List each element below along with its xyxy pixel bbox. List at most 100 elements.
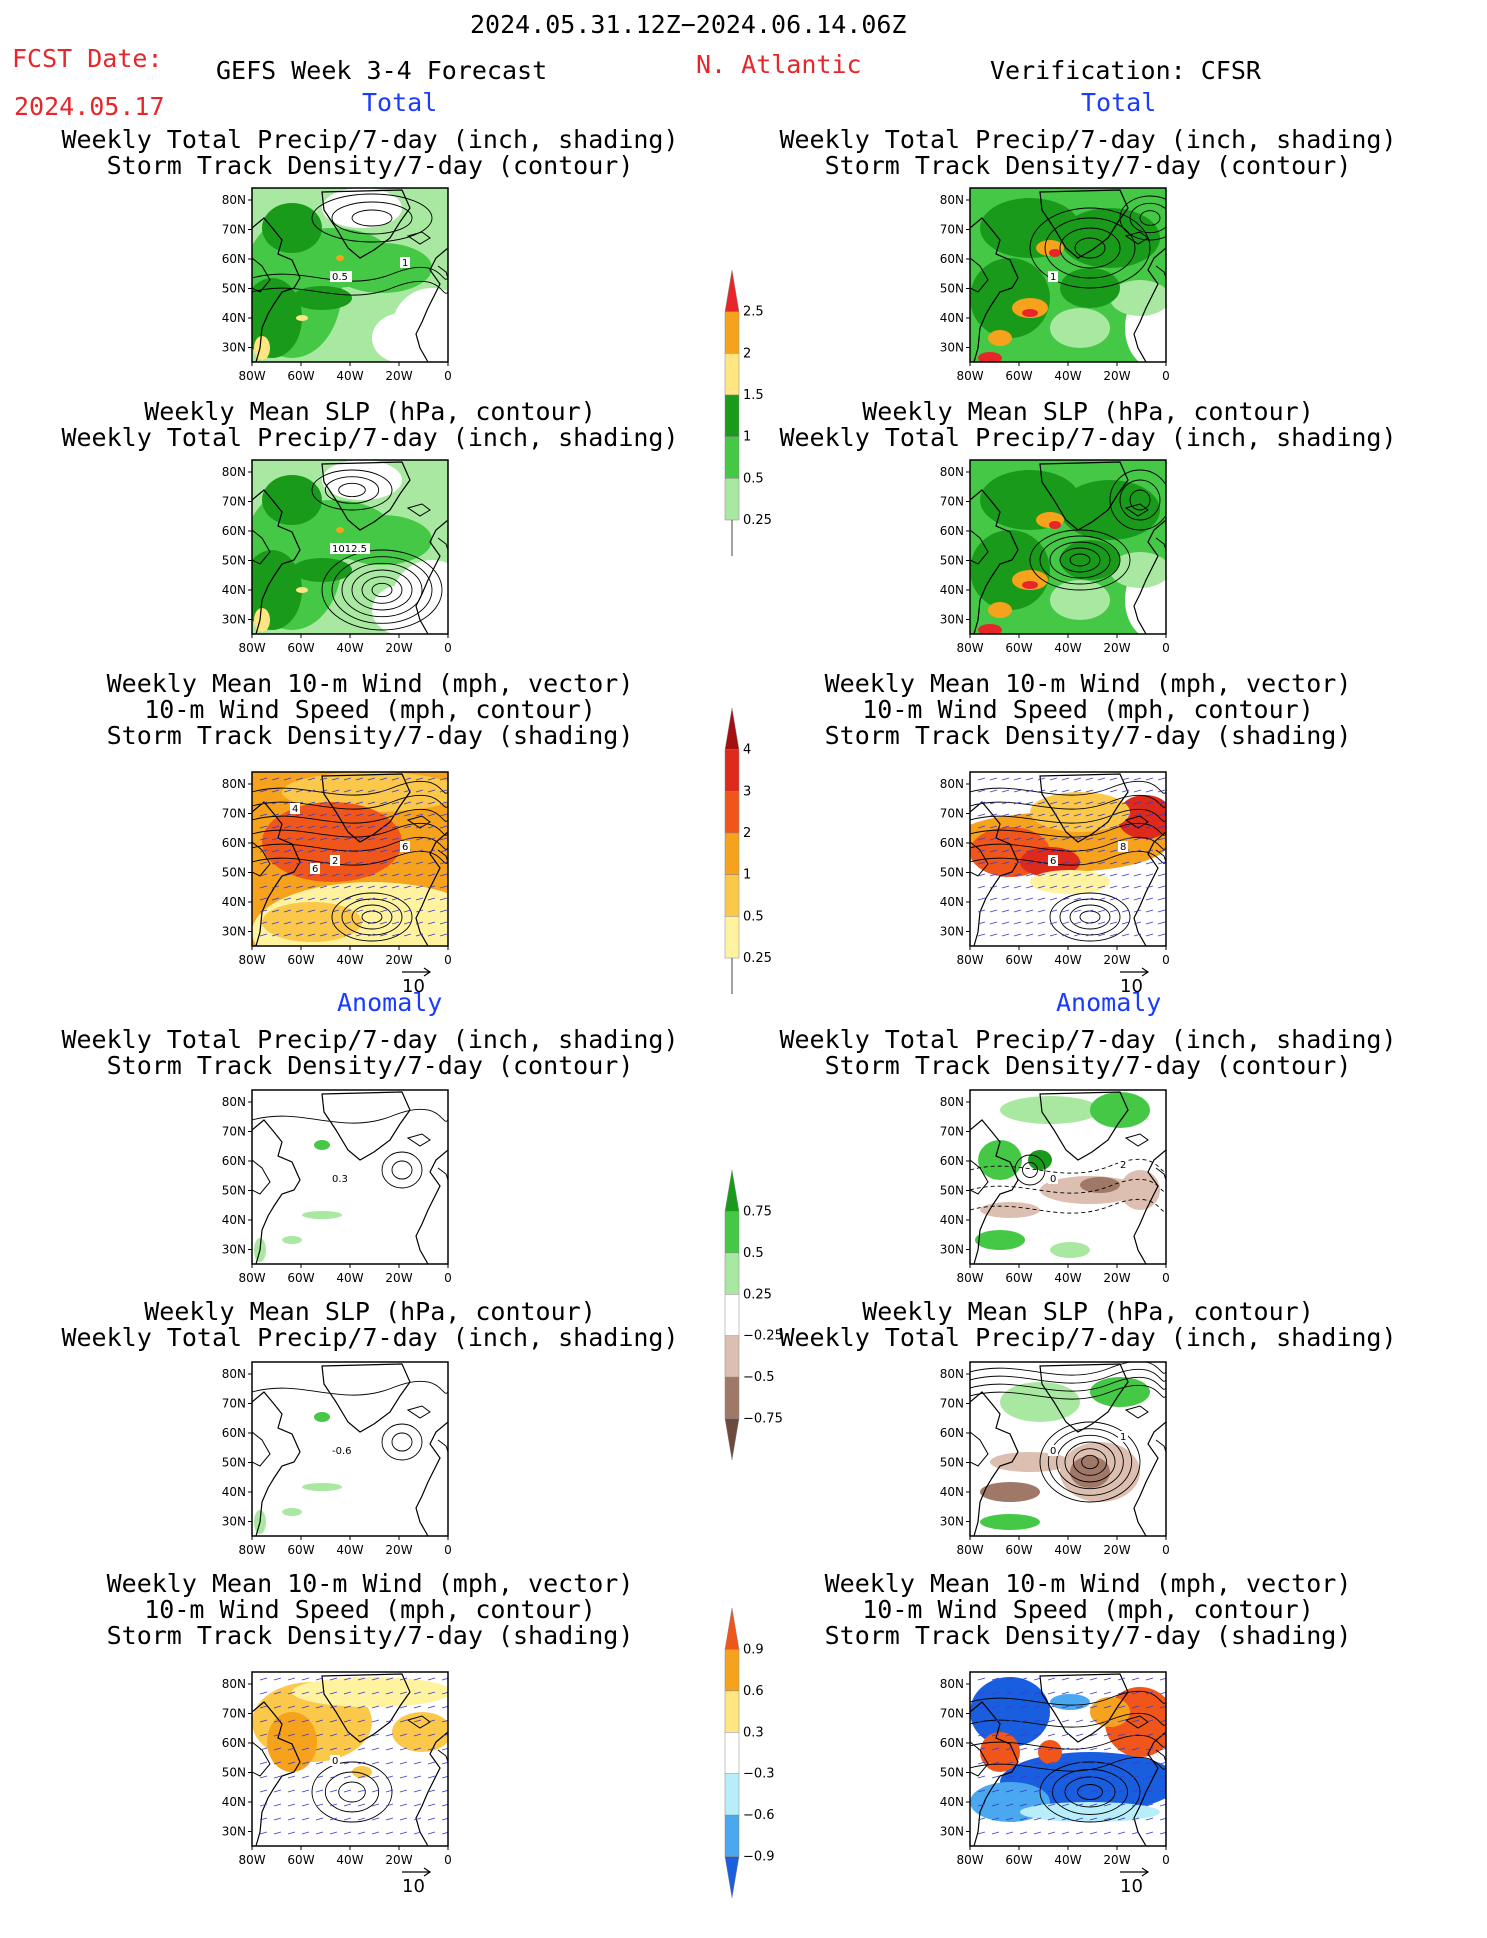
map-panel-p8: -0.6 80N 70N 60N 50N 40N 30N 80W 60W 40W 20W 0 (222, 1361, 452, 1557)
lat-tick-label: 60N (940, 1736, 964, 1750)
title-p3: Weekly Mean 10-m Wind (mph, vector) 10-m … (106, 669, 634, 750)
colorbar-tick-label: −0.6 (743, 1808, 775, 1823)
svg-text:0.3: 0.3 (332, 1174, 348, 1185)
date-range: 2024.05.31.12Z−2024.06.14.06Z (470, 10, 907, 39)
svg-text:0: 0 (1050, 1446, 1056, 1457)
lat-tick-label: 30N (940, 341, 964, 355)
lon-tick-label: 60W (1005, 1543, 1032, 1557)
title-p4: Weekly Total Precip/7-day (inch, shading… (779, 125, 1397, 180)
map-panel-p2: 1012.5 80N 70N 60N 50N 40N 30N 80W 60W 40W 20W 0 (222, 459, 452, 655)
svg-text:1012.5: 1012.5 (332, 544, 367, 555)
lat-tick-label: 40N (940, 1485, 964, 1499)
lat-tick-label: 70N (940, 1707, 964, 1721)
section-total-right: Total (1081, 88, 1157, 117)
title-p8: Weekly Mean SLP (hPa, contour) Weekly Tot… (61, 1297, 679, 1352)
lon-tick-label: 20W (1103, 1271, 1130, 1285)
lat-tick-label: 60N (940, 1154, 964, 1168)
lat-tick-label: 50N (940, 554, 964, 568)
colorbar-tick-label: −0.3 (743, 1767, 775, 1782)
lat-tick-label: 50N (940, 866, 964, 880)
lon-tick-label: 80W (956, 953, 983, 967)
lat-tick-label: 80N (222, 1677, 246, 1691)
lon-tick-label: 40W (336, 641, 363, 655)
lat-tick-label: 30N (940, 613, 964, 627)
lon-tick-label: 60W (1005, 369, 1032, 383)
lat-tick-label: 70N (940, 1125, 964, 1139)
lat-tick-label: 70N (940, 807, 964, 821)
svg-text:6: 6 (402, 842, 408, 853)
lon-tick-label: 0 (1162, 369, 1170, 383)
lat-tick-label: 80N (222, 777, 246, 791)
lat-tick-label: 80N (940, 777, 964, 791)
map-panel-p10: 0 2 80N 70N 60N 50N 40N 30N 80W 60W 40W 20W 0 (940, 1089, 1170, 1285)
lat-tick-label: 50N (222, 1456, 246, 1470)
lon-tick-label: 20W (385, 1543, 412, 1557)
map-panel-p11: 0 1 80N 70N 60N 50N 40N 30N 80W 60W 40W 20W 0 (940, 1361, 1170, 1557)
lat-tick-label: 60N (940, 524, 964, 538)
lat-tick-label: 70N (222, 495, 246, 509)
lat-tick-label: 40N (222, 311, 246, 325)
lon-tick-label: 20W (385, 953, 412, 967)
colorbar-tick-label: 0.25 (743, 513, 772, 528)
lat-tick-label: 60N (940, 252, 964, 266)
lat-tick-label: 70N (222, 1707, 246, 1721)
colorbar-tick-label: 2 (743, 826, 751, 841)
colorbar-tick-label: 0.9 (743, 1642, 764, 1657)
title-p2: Weekly Mean SLP (hPa, contour) Weekly Tot… (61, 397, 679, 452)
lon-tick-label: 40W (336, 1271, 363, 1285)
lon-tick-label: 0 (444, 1853, 452, 1867)
title-p9: Weekly Mean 10-m Wind (mph, vector) 10-m … (106, 1569, 634, 1650)
lon-tick-label: 0 (1162, 953, 1170, 967)
lat-tick-label: 50N (940, 1184, 964, 1198)
lat-tick-label: 40N (222, 1795, 246, 1809)
lon-tick-label: 0 (444, 641, 452, 655)
colorbar-tick-label: 0.75 (743, 1204, 772, 1219)
lon-tick-label: 60W (1005, 641, 1032, 655)
lon-tick-label: 40W (336, 369, 363, 383)
colorbar-storm: 4 3 2 1 0.5 0.25 (724, 707, 772, 994)
title-p1: Weekly Total Precip/7-day (inch, shading… (61, 125, 679, 180)
colorbar-tick-label: −0.9 (743, 1850, 775, 1865)
lon-tick-label: 0 (1162, 641, 1170, 655)
title-p10: Weekly Total Precip/7-day (inch, shading… (779, 1025, 1397, 1080)
model-label: GEFS Week 3-4 Forecast (216, 56, 548, 85)
lat-tick-label: 60N (940, 1426, 964, 1440)
lat-tick-label: 50N (940, 1456, 964, 1470)
colorbar-tick-label: 4 (743, 743, 751, 758)
lat-tick-label: 60N (222, 1426, 246, 1440)
lon-tick-label: 0 (1162, 1543, 1170, 1557)
lat-tick-label: 30N (222, 613, 246, 627)
lon-tick-label: 0 (444, 1543, 452, 1557)
svg-text:1: 1 (1050, 272, 1056, 283)
lon-tick-label: 60W (287, 369, 314, 383)
lat-tick-label: 80N (222, 1095, 246, 1109)
colorbar-precip_anom: 0.75 0.5 0.25 −0.25 −0.5 −0.75 (724, 1169, 783, 1461)
lat-tick-label: 40N (222, 1485, 246, 1499)
colorbar-tick-label: 0.3 (743, 1725, 764, 1740)
lon-tick-label: 20W (1103, 369, 1130, 383)
map-panel-p6: 6 8 80N 70N 60N 50N 40N 30N 80W 60W 40W 20W 0 10 (940, 771, 1170, 997)
lat-tick-label: 80N (222, 465, 246, 479)
lon-tick-label: 20W (385, 1853, 412, 1867)
colorbar-tick-label: 1 (743, 430, 751, 445)
lat-tick-label: 70N (940, 1397, 964, 1411)
lat-tick-label: 40N (940, 1795, 964, 1809)
svg-text:4: 4 (292, 804, 298, 815)
lat-tick-label: 30N (222, 341, 246, 355)
lat-tick-label: 30N (940, 1825, 964, 1839)
region-label: N. Atlantic (696, 50, 862, 79)
svg-text:8: 8 (1120, 842, 1126, 853)
svg-text:0: 0 (1050, 1174, 1056, 1185)
lat-tick-label: 50N (222, 1184, 246, 1198)
title-p6: Weekly Mean 10-m Wind (mph, vector) 10-m … (824, 669, 1352, 750)
lon-tick-label: 20W (1103, 1543, 1130, 1557)
title-p5: Weekly Mean SLP (hPa, contour) Weekly Tot… (779, 397, 1397, 452)
lat-tick-label: 60N (222, 252, 246, 266)
lon-tick-label: 40W (1054, 1543, 1081, 1557)
svg-text:0.5: 0.5 (332, 272, 348, 283)
lon-tick-label: 20W (385, 641, 412, 655)
lat-tick-label: 50N (940, 282, 964, 296)
lon-tick-label: 60W (1005, 953, 1032, 967)
lon-tick-label: 60W (287, 1271, 314, 1285)
lat-tick-label: 70N (222, 223, 246, 237)
